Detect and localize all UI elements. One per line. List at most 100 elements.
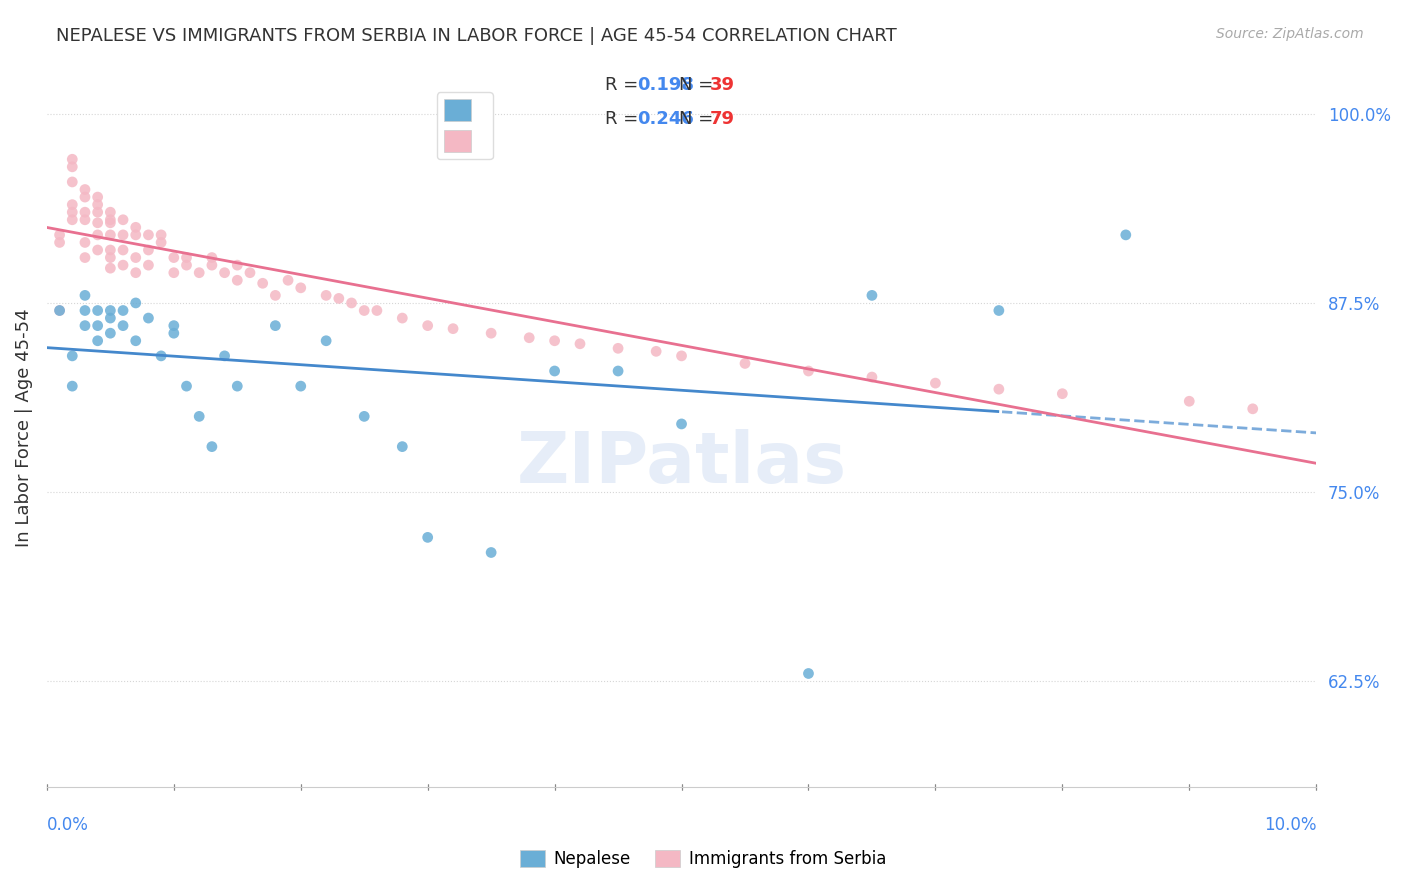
Point [125, 266, 148, 280]
Point [60, 205, 83, 219]
Point [125, 334, 148, 348]
Point [226, 379, 249, 393]
Point [290, 281, 312, 295]
Point [60, 379, 83, 393]
Y-axis label: In Labor Force | Age 45-54: In Labor Force | Age 45-54 [15, 309, 32, 547]
Point [645, 344, 668, 359]
Text: N =: N = [679, 110, 718, 128]
Legend: Nepalese, Immigrants from Serbia: Nepalese, Immigrants from Serbia [513, 843, 893, 875]
Point [73, 235, 96, 250]
Point [163, 266, 186, 280]
Point [1052, 386, 1074, 401]
Point [73, 212, 96, 227]
Point [125, 296, 148, 310]
Point [734, 356, 756, 370]
Text: 79: 79 [710, 110, 735, 128]
Point [73, 205, 96, 219]
Point [441, 321, 464, 335]
Point [98, 205, 121, 219]
Point [226, 258, 249, 272]
Point [112, 212, 135, 227]
Point [479, 326, 502, 341]
Point [163, 318, 186, 333]
Point [569, 336, 592, 351]
Point [73, 288, 96, 302]
Point [607, 341, 630, 355]
Text: R =: R = [605, 110, 644, 128]
Point [86, 190, 108, 204]
Point [86, 227, 108, 242]
Point [86, 303, 108, 318]
Point [176, 251, 198, 265]
Point [60, 349, 83, 363]
Point [416, 318, 439, 333]
Point [98, 261, 121, 276]
Point [416, 530, 439, 544]
Point [60, 212, 83, 227]
Text: Source: ZipAtlas.com: Source: ZipAtlas.com [1216, 27, 1364, 41]
Legend: , : , [437, 92, 492, 160]
Text: NEPALESE VS IMMIGRANTS FROM SERBIA IN LABOR FORCE | AGE 45-54 CORRELATION CHART: NEPALESE VS IMMIGRANTS FROM SERBIA IN LA… [56, 27, 897, 45]
Point [671, 417, 693, 431]
Point [48, 227, 70, 242]
Point [48, 235, 70, 250]
Point [797, 666, 820, 681]
Point [98, 326, 121, 341]
Point [860, 288, 883, 302]
Point [138, 243, 160, 257]
Point [543, 364, 565, 378]
Point [1178, 394, 1201, 409]
Point [60, 197, 83, 211]
Point [138, 311, 160, 326]
Point [98, 303, 121, 318]
Point [48, 303, 70, 318]
Text: R =: R = [605, 76, 644, 94]
Point [517, 331, 540, 345]
Point [138, 227, 160, 242]
Point [328, 292, 350, 306]
Point [73, 318, 96, 333]
Point [150, 235, 173, 250]
Point [188, 266, 211, 280]
Text: 0.246: 0.246 [637, 110, 693, 128]
Point [86, 318, 108, 333]
Text: 39: 39 [710, 76, 735, 94]
Point [987, 303, 1010, 318]
Point [86, 334, 108, 348]
Point [73, 303, 96, 318]
Point [353, 409, 375, 424]
Point [340, 296, 363, 310]
Point [98, 212, 121, 227]
Point [150, 349, 173, 363]
Point [176, 379, 198, 393]
Point [987, 382, 1010, 396]
Point [48, 303, 70, 318]
Point [112, 303, 135, 318]
Point [353, 303, 375, 318]
Point [112, 227, 135, 242]
Point [264, 318, 287, 333]
Point [112, 258, 135, 272]
Point [366, 303, 388, 318]
Point [150, 227, 173, 242]
Point [201, 440, 224, 454]
Point [86, 216, 108, 230]
Point [86, 205, 108, 219]
Point [1241, 401, 1264, 416]
Point [98, 251, 121, 265]
Point [391, 440, 413, 454]
Text: 0.198: 0.198 [637, 76, 695, 94]
Point [315, 334, 337, 348]
Point [98, 216, 121, 230]
Point [797, 364, 820, 378]
Text: 0.0%: 0.0% [46, 815, 89, 834]
Point [73, 190, 96, 204]
Point [201, 258, 224, 272]
Point [125, 251, 148, 265]
Point [73, 251, 96, 265]
Point [315, 288, 337, 302]
Point [924, 376, 946, 390]
Point [671, 349, 693, 363]
Point [60, 160, 83, 174]
Point [138, 258, 160, 272]
